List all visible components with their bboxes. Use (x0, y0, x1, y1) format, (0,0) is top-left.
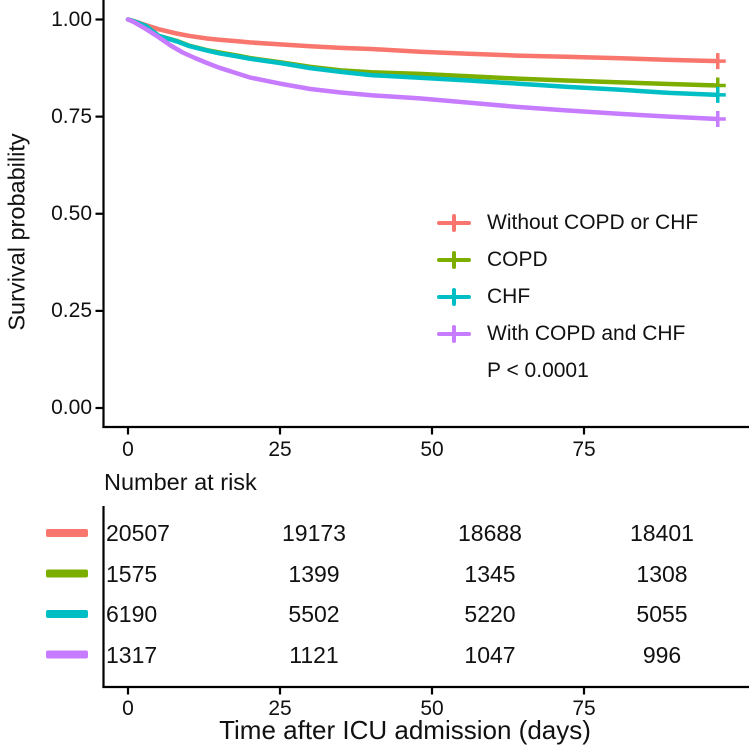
risk-row-swatch (46, 529, 88, 537)
risk-count: 1317 (106, 641, 158, 668)
risk-x-tick-label: 0 (122, 697, 134, 720)
risk-count: 18688 (458, 520, 522, 546)
risk-count: 5220 (464, 601, 516, 627)
y-tick-label: 0.00 (51, 396, 92, 419)
risk-count: 20507 (106, 520, 170, 546)
risk-count: 1345 (464, 560, 516, 587)
risk-count: 18401 (630, 520, 694, 546)
legend-label: Without COPD or CHF (487, 211, 699, 234)
y-tick-label: 0.75 (51, 104, 92, 128)
risk-row-swatch (46, 610, 88, 618)
risk-count: 5055 (636, 601, 688, 627)
risk-table-title: Number at risk (104, 469, 257, 495)
censor-mark (709, 53, 726, 70)
x-tick-label: 25 (268, 438, 292, 461)
survival-curve-1 (125, 17, 721, 64)
x-axis-title: Time after ICU admission (days) (219, 715, 591, 745)
risk-x-tick-label: 25 (268, 697, 292, 720)
risk-count: 1308 (636, 560, 688, 587)
y-tick-label: 1.00 (51, 7, 92, 31)
censor-mark (709, 86, 726, 103)
risk-count: 1121 (289, 641, 339, 668)
risk-count: 1399 (288, 560, 340, 587)
risk-count: 19173 (282, 520, 346, 546)
y-tick-label: 0.25 (51, 298, 92, 322)
risk-count: 1575 (106, 560, 158, 587)
risk-count: 996 (642, 641, 682, 668)
p-value-label: P < 0.0001 (487, 359, 589, 382)
y-tick-label: 0.50 (51, 201, 92, 225)
x-tick-label: 0 (122, 438, 134, 461)
risk-x-tick-label: 75 (572, 697, 596, 720)
risk-row-swatch (46, 650, 88, 659)
survival-curve-4 (125, 17, 721, 122)
risk-x-tick-label: 50 (420, 697, 444, 720)
x-tick-label: 75 (572, 438, 596, 461)
censor-mark (709, 110, 726, 127)
risk-count: 6190 (106, 601, 158, 627)
x-tick-label: 50 (420, 438, 444, 461)
risk-count: 5502 (288, 601, 340, 627)
legend-label: CHF (487, 285, 531, 308)
legend-label: COPD (487, 248, 548, 271)
risk-row-swatch (46, 569, 88, 578)
survival-curve-3 (125, 17, 721, 98)
legend-label: With COPD and CHF (487, 322, 686, 345)
risk-count: 1047 (464, 641, 516, 668)
